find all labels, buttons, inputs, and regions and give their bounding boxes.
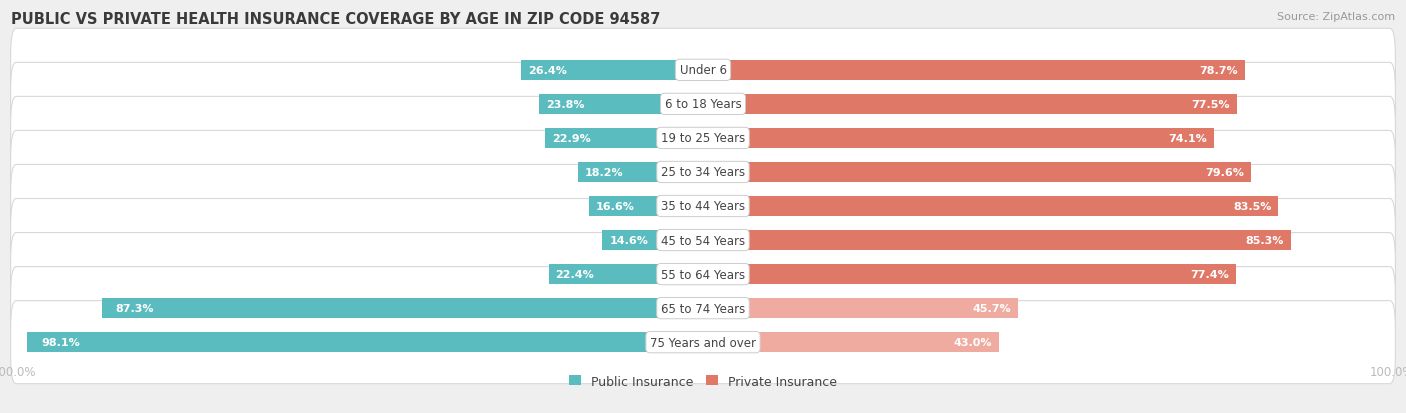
Text: 79.6%: 79.6% [1205, 168, 1244, 178]
Bar [589, 197, 703, 216]
Text: 74.1%: 74.1% [1168, 133, 1206, 144]
Text: 19 to 25 Years: 19 to 25 Years [661, 132, 745, 145]
Bar [27, 332, 703, 352]
FancyBboxPatch shape [11, 267, 1395, 350]
Bar [703, 332, 1000, 352]
Bar [703, 61, 1246, 81]
Text: 55 to 64 Years: 55 to 64 Years [661, 268, 745, 281]
Text: 87.3%: 87.3% [115, 304, 153, 313]
Text: 75 Years and over: 75 Years and over [650, 336, 756, 349]
Text: 78.7%: 78.7% [1199, 66, 1239, 76]
Text: 14.6%: 14.6% [609, 235, 648, 245]
FancyBboxPatch shape [11, 97, 1395, 180]
Text: 65 to 74 Years: 65 to 74 Years [661, 302, 745, 315]
Text: 43.0%: 43.0% [953, 337, 993, 347]
Bar [703, 265, 1236, 284]
Text: 45.7%: 45.7% [973, 304, 1011, 313]
Text: 77.5%: 77.5% [1191, 100, 1230, 109]
Text: 45 to 54 Years: 45 to 54 Years [661, 234, 745, 247]
Bar [703, 197, 1278, 216]
FancyBboxPatch shape [11, 63, 1395, 146]
Bar [548, 265, 703, 284]
Text: Source: ZipAtlas.com: Source: ZipAtlas.com [1277, 12, 1395, 22]
Text: Under 6: Under 6 [679, 64, 727, 77]
FancyBboxPatch shape [11, 233, 1395, 316]
Bar [101, 299, 703, 318]
Bar [546, 129, 703, 148]
Text: 26.4%: 26.4% [529, 66, 567, 76]
Text: 83.5%: 83.5% [1233, 202, 1271, 211]
Text: 22.9%: 22.9% [553, 133, 591, 144]
Bar [522, 61, 703, 81]
Text: 77.4%: 77.4% [1191, 269, 1229, 280]
Text: 98.1%: 98.1% [41, 337, 80, 347]
FancyBboxPatch shape [11, 301, 1395, 384]
Bar [602, 230, 703, 250]
Bar [703, 299, 1018, 318]
Bar [703, 129, 1213, 148]
Legend: Public Insurance, Private Insurance: Public Insurance, Private Insurance [564, 370, 842, 393]
Bar [703, 163, 1251, 183]
Text: 22.4%: 22.4% [555, 269, 595, 280]
FancyBboxPatch shape [11, 165, 1395, 248]
Text: 16.6%: 16.6% [596, 202, 634, 211]
Bar [703, 230, 1291, 250]
FancyBboxPatch shape [11, 131, 1395, 214]
Text: 85.3%: 85.3% [1246, 235, 1284, 245]
Text: 35 to 44 Years: 35 to 44 Years [661, 200, 745, 213]
FancyBboxPatch shape [11, 199, 1395, 282]
Bar [578, 163, 703, 183]
Text: 25 to 34 Years: 25 to 34 Years [661, 166, 745, 179]
Text: 18.2%: 18.2% [585, 168, 623, 178]
Text: PUBLIC VS PRIVATE HEALTH INSURANCE COVERAGE BY AGE IN ZIP CODE 94587: PUBLIC VS PRIVATE HEALTH INSURANCE COVER… [11, 12, 661, 27]
Text: 6 to 18 Years: 6 to 18 Years [665, 98, 741, 111]
Text: 23.8%: 23.8% [546, 100, 585, 109]
Bar [703, 95, 1237, 114]
Bar [538, 95, 703, 114]
FancyBboxPatch shape [11, 29, 1395, 112]
